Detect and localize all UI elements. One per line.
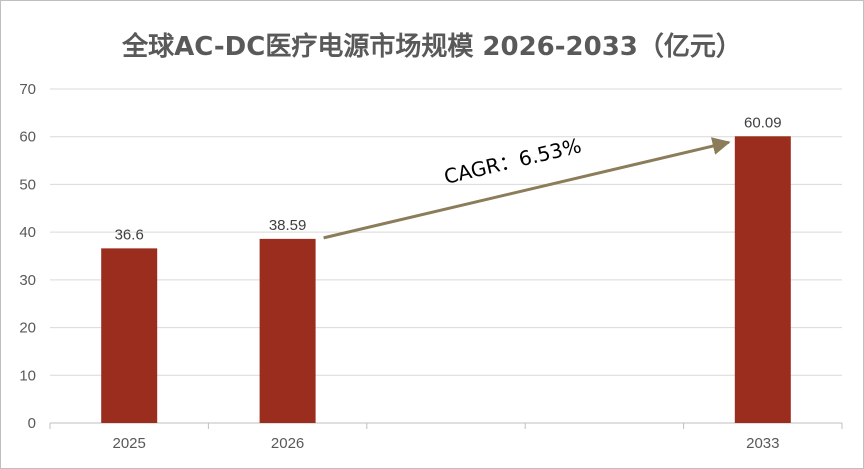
x-tick-label: 2025 xyxy=(113,435,146,452)
y-tick-label: 0 xyxy=(28,415,36,432)
y-tick-label: 50 xyxy=(19,176,36,193)
bar-2025 xyxy=(101,248,158,423)
bar-2033 xyxy=(734,136,791,423)
y-tick-label: 60 xyxy=(19,129,36,146)
data-label-2033: 60.09 xyxy=(744,114,782,131)
bar-2026 xyxy=(259,238,316,423)
y-tick-label: 20 xyxy=(19,320,36,337)
chart-title: 全球AC-DC医疗电源市场规模 2026-2033（亿元） xyxy=(122,32,742,62)
data-label-2025: 36.6 xyxy=(115,226,144,243)
cagr-arrow xyxy=(323,137,731,240)
x-tick-label: 2033 xyxy=(746,435,779,452)
y-tick-label: 70 xyxy=(19,81,36,98)
data-label-2026: 38.59 xyxy=(269,217,307,234)
y-tick-label: 30 xyxy=(19,272,36,289)
x-tick-label: 2026 xyxy=(271,435,304,452)
y-tick-label: 10 xyxy=(19,367,36,384)
y-tick-label: 40 xyxy=(19,224,36,241)
